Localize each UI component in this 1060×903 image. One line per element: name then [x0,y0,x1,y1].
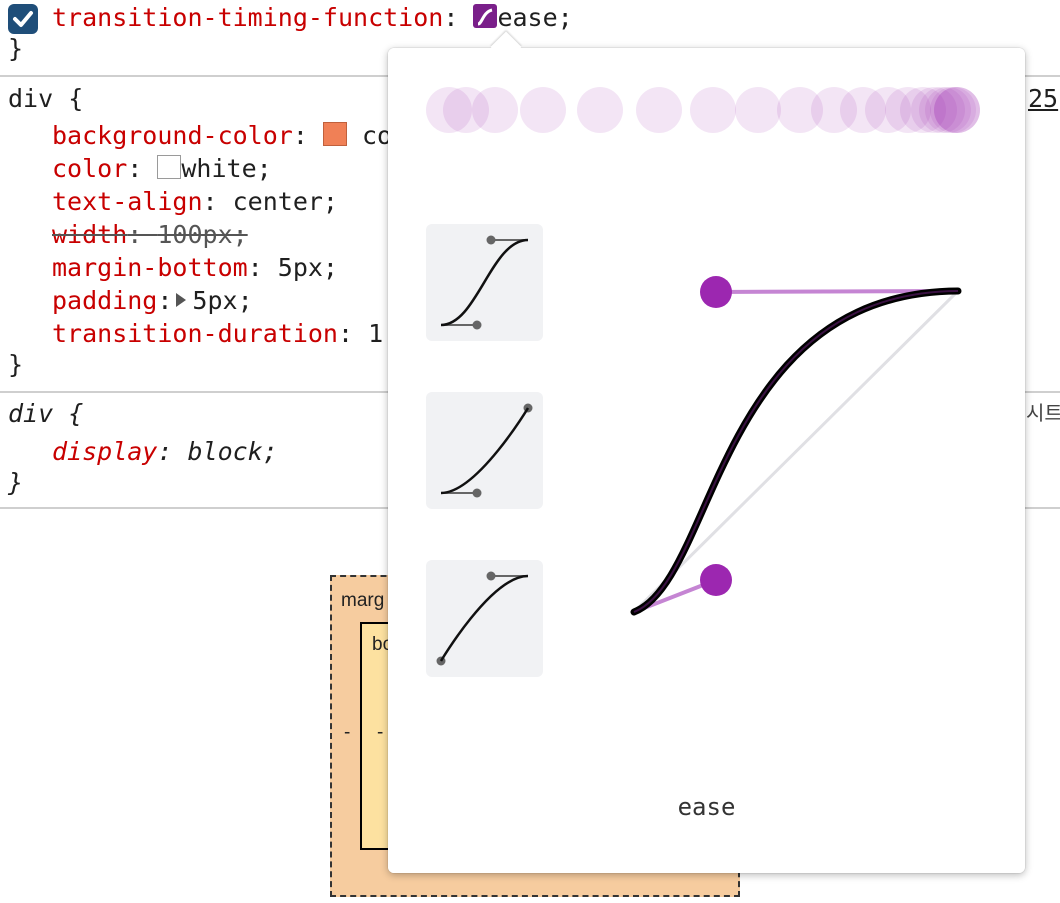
border-label: bo [372,634,394,655]
closing-brace: } [8,468,24,497]
margin-label: marg [341,590,385,611]
preview-dot [520,87,566,133]
source-link[interactable]: 25 [1028,84,1059,113]
control-point-handle[interactable] [700,564,732,596]
preview-dot [811,87,857,133]
checkmark-icon [13,11,33,27]
property-value[interactable]: white; [181,154,272,183]
rule-selector: div { [8,399,84,428]
closing-brace: } [8,34,24,63]
enable-declaration-checkbox[interactable] [8,4,38,34]
preview-dot [911,87,957,133]
property-value[interactable]: co [362,121,393,150]
declaration-text-align: text-align: center; [52,187,338,216]
preview-dot [426,87,472,133]
preview-dot [443,87,489,133]
margin-left-value[interactable]: - [344,722,351,743]
preview-dot [840,87,886,133]
preview-dots [426,87,980,133]
property-value: block; [187,437,278,466]
rule-selector[interactable]: div { [8,84,84,113]
property-value[interactable]: 1 [368,319,384,348]
property-value[interactable]: ease; [497,3,573,32]
preview-dot [636,87,682,133]
easing-name-label: ease [677,793,736,821]
user-agent-source-label: 시트 [1026,401,1060,425]
property-name[interactable]: background-color [52,121,293,150]
property-name[interactable]: width [52,220,128,249]
preview-dot [885,87,931,133]
bezier-curve-editor[interactable] [600,260,1000,630]
easing-curve-highlight [633,290,959,613]
preview-dot [934,87,980,133]
property-name[interactable]: text-align [52,187,203,216]
border-left-value[interactable]: - [377,722,384,743]
color-swatch[interactable] [157,155,182,179]
property-value[interactable]: 100px; [157,220,248,249]
property-value[interactable]: 5px; [277,253,338,282]
declaration-margin-bottom: margin-bottom: 5px; [52,253,338,282]
easing-swatch-icon[interactable] [473,4,498,28]
property-name[interactable]: margin-bottom [52,253,248,282]
preview-dot [919,87,965,133]
property-name[interactable]: transition-duration [52,319,338,348]
preset-ease-in-out[interactable] [426,224,543,341]
preview-dot [900,87,946,133]
preset-ease-out[interactable] [426,560,543,677]
property-name: display [52,437,158,466]
declaration-transition-duration: transition-duration: 1 [52,319,384,348]
color-swatch[interactable] [322,122,347,146]
property-value[interactable]: 5px; [192,286,253,315]
preview-dot [925,87,971,133]
property-value[interactable]: center; [232,187,338,216]
property-name[interactable]: color [52,154,128,183]
animation-preview[interactable] [388,48,1025,178]
preview-dot [777,87,823,133]
linear-reference-line [632,289,960,614]
preview-dot [690,87,736,133]
preview-dot [865,87,911,133]
control-point-handle[interactable] [700,276,732,308]
declaration-display: display: block; [52,437,278,466]
property-name[interactable]: transition-timing-function [52,3,444,32]
colon: : [443,3,474,32]
property-name[interactable]: padding [52,286,158,315]
preset-ease-in[interactable] [426,392,543,509]
declaration-padding: padding: 5px; [52,286,253,315]
declaration-width-overridden: width: 100px; [52,220,248,249]
preview-dot [577,87,623,133]
expand-triangle-icon[interactable] [176,293,187,307]
preview-dot [735,87,781,133]
preview-dot [930,87,976,133]
timing-function-declaration: transition-timing-function: ease; [52,1,573,34]
declaration-background-color: background-color: co [52,121,393,150]
declaration-color: color: white; [52,154,272,183]
closing-brace: } [8,350,24,379]
preview-dot [472,87,518,133]
